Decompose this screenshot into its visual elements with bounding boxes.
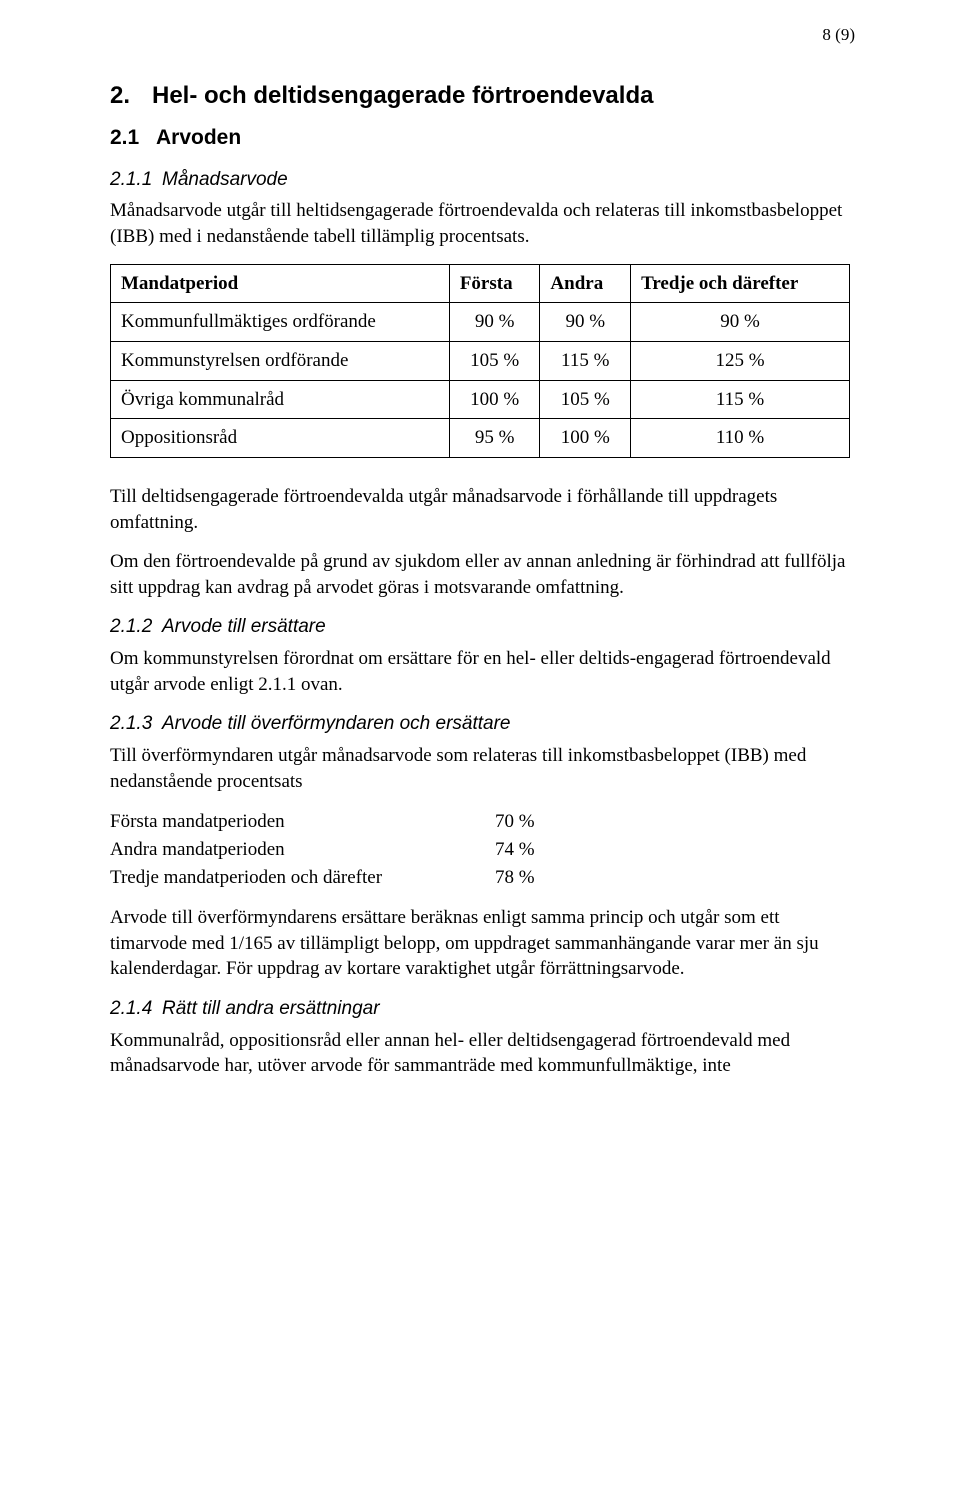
heading-2-1-title: Arvoden xyxy=(156,126,241,149)
table-row: Tredje mandatperioden och därefter 78 % xyxy=(110,864,535,892)
overformyndare-table: Första mandatperioden 70 % Andra mandatp… xyxy=(110,808,535,891)
heading-2-title: Hel- och deltidsengagerade förtroendeval… xyxy=(152,82,653,109)
page: 8 (9) 2.Hel- och deltidsengagerade förtr… xyxy=(0,0,960,1496)
heading-2-1-4-title: Rätt till andra ersättningar xyxy=(162,998,380,1019)
table-cell: 110 % xyxy=(631,419,850,458)
heading-2-1-1-number: 2.1.1 xyxy=(110,167,162,193)
table-cell: Oppositionsråd xyxy=(111,419,450,458)
table-header-cell: Tredje och därefter xyxy=(631,264,850,303)
table-cell: 90 % xyxy=(449,303,540,342)
heading-2-1-number: 2.1 xyxy=(110,124,156,152)
table-cell: 125 % xyxy=(631,341,850,380)
table-cell: 100 % xyxy=(540,419,631,458)
table-cell: Andra mandatperioden xyxy=(110,836,495,864)
table-row: Övriga kommunalråd 100 % 105 % 115 % xyxy=(111,380,850,419)
table-header-cell: Första xyxy=(449,264,540,303)
mandatperiod-table: Mandatperiod Första Andra Tredje och där… xyxy=(110,264,850,458)
heading-2-1-1-title: Månadsarvode xyxy=(162,169,288,190)
table-row: Andra mandatperioden 74 % xyxy=(110,836,535,864)
table-cell: Kommunfullmäktiges ordförande xyxy=(111,303,450,342)
heading-2-1-1: 2.1.1Månadsarvode xyxy=(110,167,850,193)
heading-2-1-3-number: 2.1.3 xyxy=(110,711,162,737)
table-cell: 78 % xyxy=(495,864,535,892)
paragraph-213-1: Till överförmyndaren utgår månadsarvode … xyxy=(110,743,850,794)
table-cell: 115 % xyxy=(540,341,631,380)
paragraph-after-table-1: Till deltidsengagerade förtroendevalda u… xyxy=(110,484,850,535)
heading-2-1-2: 2.1.2Arvode till ersättare xyxy=(110,614,850,640)
heading-2-1: 2.1Arvoden xyxy=(110,124,850,152)
table-cell: Tredje mandatperioden och därefter xyxy=(110,864,495,892)
paragraph-214-1: Kommunalråd, oppositionsråd eller annan … xyxy=(110,1028,850,1079)
page-number: 8 (9) xyxy=(822,24,855,47)
heading-2: 2.Hel- och deltidsengagerade förtroendev… xyxy=(110,80,850,112)
table-cell: 90 % xyxy=(540,303,631,342)
table-cell: 105 % xyxy=(540,380,631,419)
table-row: Första mandatperioden 70 % xyxy=(110,808,535,836)
paragraph-after-table-2: Om den förtroendevalde på grund av sjukd… xyxy=(110,549,850,600)
table-row: Oppositionsråd 95 % 100 % 110 % xyxy=(111,419,850,458)
table-header-row: Mandatperiod Första Andra Tredje och där… xyxy=(111,264,850,303)
heading-2-1-2-title: Arvode till ersättare xyxy=(162,616,326,637)
paragraph-213-after: Arvode till överförmyndarens ersättare b… xyxy=(110,905,850,982)
table-cell: 90 % xyxy=(631,303,850,342)
heading-2-1-4: 2.1.4Rätt till andra ersättningar xyxy=(110,996,850,1022)
heading-2-1-4-number: 2.1.4 xyxy=(110,996,162,1022)
heading-2-1-3-title: Arvode till överförmyndaren och ersättar… xyxy=(162,713,511,734)
table-cell: 115 % xyxy=(631,380,850,419)
table-cell: 74 % xyxy=(495,836,535,864)
paragraph-212-1: Om kommunstyrelsen förordnat om ersättar… xyxy=(110,646,850,697)
heading-2-1-3: 2.1.3Arvode till överförmyndaren och ers… xyxy=(110,711,850,737)
table-cell: Första mandatperioden xyxy=(110,808,495,836)
table-cell: 105 % xyxy=(449,341,540,380)
table-cell: 70 % xyxy=(495,808,535,836)
heading-2-number: 2. xyxy=(110,80,152,112)
table-row: Kommunstyrelsen ordförande 105 % 115 % 1… xyxy=(111,341,850,380)
table-row: Kommunfullmäktiges ordförande 90 % 90 % … xyxy=(111,303,850,342)
table-cell: 100 % xyxy=(449,380,540,419)
table-cell: Kommunstyrelsen ordförande xyxy=(111,341,450,380)
table-cell: 95 % xyxy=(449,419,540,458)
paragraph-211-1: Månadsarvode utgår till heltidsengagerad… xyxy=(110,198,850,249)
heading-2-1-2-number: 2.1.2 xyxy=(110,614,162,640)
table-header-cell: Andra xyxy=(540,264,631,303)
table-cell: Övriga kommunalråd xyxy=(111,380,450,419)
table-header-cell: Mandatperiod xyxy=(111,264,450,303)
